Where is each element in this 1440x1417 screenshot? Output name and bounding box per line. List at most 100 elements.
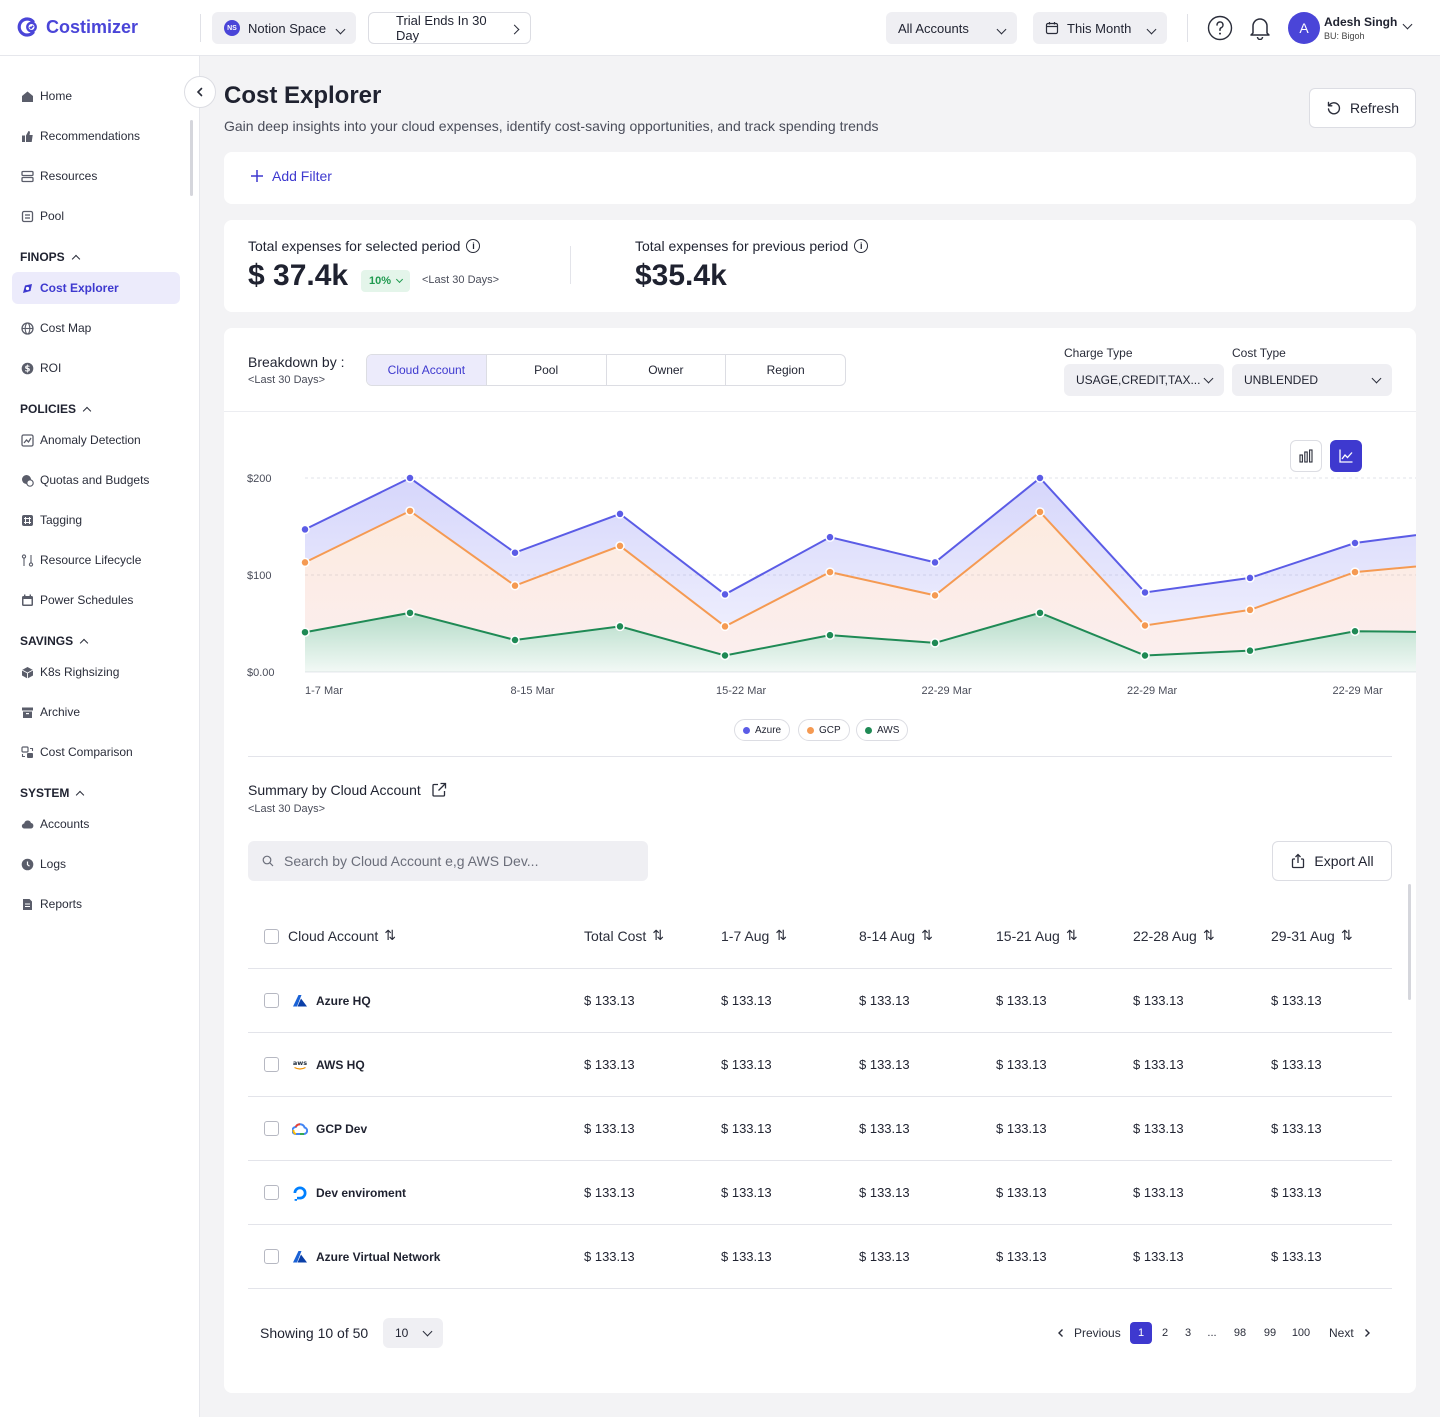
sidebar-item-resource-lifecycle[interactable]: Resource Lifecycle <box>12 544 180 576</box>
data-point-azure <box>1245 573 1255 583</box>
sidebar-item-recommendations[interactable]: Recommendations <box>12 120 180 152</box>
page-button-1[interactable]: 1 <box>1130 1322 1152 1344</box>
sidebar-item-logs[interactable]: Logs <box>12 848 180 880</box>
table-divider <box>248 1032 1392 1033</box>
sidebar-item-cost-comparison[interactable]: Cost Comparison <box>12 736 180 768</box>
sidebar-item-archive[interactable]: Archive <box>12 696 180 728</box>
series-line-gcp <box>304 509 1416 628</box>
sidebar-item-label: Home <box>40 89 73 103</box>
page-button-2[interactable]: 2 <box>1161 1327 1169 1339</box>
notifications-button[interactable] <box>1246 14 1274 42</box>
charge-type-select[interactable]: USAGE,CREDIT,TAX... <box>1064 364 1224 396</box>
legend-item-gcp[interactable]: GCP <box>798 719 850 741</box>
search-field[interactable]: Search by Cloud Account e,g AWS Dev... <box>248 841 648 881</box>
azure-icon <box>292 1249 308 1265</box>
info-icon[interactable]: i <box>854 239 869 253</box>
column-header-week-2[interactable]: 8-14 Aug ⇅ <box>859 927 933 944</box>
sidebar-item-quotas-and-budgets[interactable]: Quotas and Budgets <box>12 464 180 496</box>
help-button[interactable] <box>1206 14 1234 42</box>
account-cell[interactable]: aws AWS HQ <box>292 1057 365 1073</box>
trial-banner-button[interactable]: Trial Ends In 30 Day <box>368 12 531 44</box>
sidebar-section-system[interactable]: SYSTEM <box>20 786 85 800</box>
bar-chart-toggle[interactable] <box>1290 440 1322 472</box>
legend-item-azure[interactable]: Azure <box>734 719 791 741</box>
change-badge[interactable]: 10% <box>361 270 411 292</box>
page-button-3[interactable]: 3 <box>1184 1327 1192 1339</box>
sidebar-scrollbar[interactable] <box>190 120 193 196</box>
account-cell[interactable]: Azure Virtual Network <box>292 1249 440 1265</box>
sidebar-item-power-schedules[interactable]: Power Schedules <box>12 584 180 616</box>
next-page-button[interactable]: Next <box>1329 1322 1372 1344</box>
chevron-down-icon <box>1146 21 1157 36</box>
sidebar-item-k8s-rightsizing[interactable]: K8s Righsizing <box>12 656 180 688</box>
cost-type-select[interactable]: UNBLENDED <box>1232 364 1392 396</box>
row-checkbox[interactable] <box>264 1057 279 1072</box>
info-icon[interactable]: i <box>466 239 481 253</box>
row-checkbox[interactable] <box>264 993 279 1008</box>
collapse-sidebar-button[interactable] <box>184 76 216 108</box>
sidebar-section-policies[interactable]: POLICIES <box>20 402 92 416</box>
page-button-99[interactable]: 99 <box>1263 1327 1277 1339</box>
chevron-right-icon <box>1364 1329 1370 1337</box>
sidebar-item-tagging[interactable]: Tagging <box>12 504 180 536</box>
add-filter-button[interactable]: Add Filter <box>250 168 332 184</box>
sidebar-item-roi[interactable]: $ ROI <box>12 352 180 384</box>
data-point-azure <box>510 547 520 558</box>
sidebar-section-finops[interactable]: FINOPS <box>20 250 80 264</box>
external-link-icon[interactable] <box>431 782 447 798</box>
sidebar-item-pool[interactable]: Pool <box>12 200 180 232</box>
select-all-checkbox[interactable] <box>264 929 279 944</box>
row-checkbox[interactable] <box>264 1121 279 1136</box>
data-point-aws <box>1035 608 1045 618</box>
sidebar-item-accounts[interactable]: Accounts <box>12 808 180 840</box>
sidebar-section-savings[interactable]: SAVINGS <box>20 634 89 648</box>
section-title: POLICIES <box>20 402 77 416</box>
add-filter-label: Add Filter <box>272 168 332 184</box>
page-button-100[interactable]: 100 <box>1291 1327 1311 1339</box>
account-cell[interactable]: Dev enviroment <box>292 1185 406 1201</box>
series-line-azure <box>304 476 1416 596</box>
account-cell[interactable]: Azure HQ <box>292 993 371 1009</box>
data-point-aws <box>930 638 940 648</box>
sidebar-item-home[interactable]: Home <box>12 80 180 112</box>
tab-cloud-account[interactable]: Cloud Account <box>367 355 487 385</box>
section-divider <box>248 756 1392 757</box>
per-page-select[interactable]: 10 <box>383 1318 443 1348</box>
user-menu-chevron-icon[interactable] <box>1402 15 1413 33</box>
refresh-button[interactable]: Refresh <box>1309 88 1416 128</box>
column-header-week-4[interactable]: 22-28 Aug ⇅ <box>1133 927 1215 944</box>
avatar[interactable]: A <box>1288 12 1320 44</box>
account-cell[interactable]: GCP Dev <box>292 1121 367 1137</box>
page-button-98[interactable]: 98 <box>1233 1327 1247 1339</box>
tab-pool[interactable]: Pool <box>487 355 607 385</box>
sidebar-item-reports[interactable]: Reports <box>12 888 180 920</box>
column-header-cloud-account[interactable]: Cloud Account ⇅ <box>288 927 396 944</box>
sidebar-item-cost-explorer[interactable]: Cost Explorer <box>12 272 180 304</box>
row-checkbox[interactable] <box>264 1185 279 1200</box>
tab-region[interactable]: Region <box>766 363 805 377</box>
row-checkbox[interactable] <box>264 1249 279 1264</box>
export-all-button[interactable]: Export All <box>1272 841 1392 881</box>
sidebar-item-cost-map[interactable]: Cost Map <box>12 312 180 344</box>
user-name[interactable]: Adesh Singh <box>1324 15 1398 29</box>
week-cost-cell: $ 133.13 <box>1133 1185 1184 1200</box>
workspace-selector[interactable]: NS Notion Space <box>212 12 356 44</box>
column-header-week-3[interactable]: 15-21 Aug ⇅ <box>996 927 1078 944</box>
accounts-selector[interactable]: All Accounts <box>886 12 1017 44</box>
brand-logo[interactable]: Costimizer <box>14 14 138 40</box>
tab-owner[interactable]: Owner <box>607 355 727 385</box>
search-input[interactable]: Search by Cloud Account e,g AWS Dev... <box>284 853 539 869</box>
column-label: 8-14 Aug <box>859 927 916 944</box>
sidebar-item-resources[interactable]: Resources <box>12 160 180 192</box>
legend-item-aws[interactable]: AWS <box>856 719 909 741</box>
period-selector[interactable]: This Month <box>1033 12 1167 44</box>
column-label: Cloud Account <box>288 927 379 944</box>
column-header-week-5[interactable]: 29-31 Aug ⇅ <box>1271 927 1353 944</box>
line-chart-toggle[interactable] <box>1330 440 1362 472</box>
table-scrollbar[interactable] <box>1408 884 1411 1000</box>
sidebar-item-anomaly-detection[interactable]: Anomaly Detection <box>12 424 180 456</box>
column-header-total-cost[interactable]: Total Cost ⇅ <box>584 927 664 944</box>
column-header-week-1[interactable]: 1-7 Aug ⇅ <box>721 927 787 944</box>
previous-page-button[interactable]: Previous <box>1056 1322 1121 1344</box>
week-cost-cell: $ 133.13 <box>859 1185 910 1200</box>
